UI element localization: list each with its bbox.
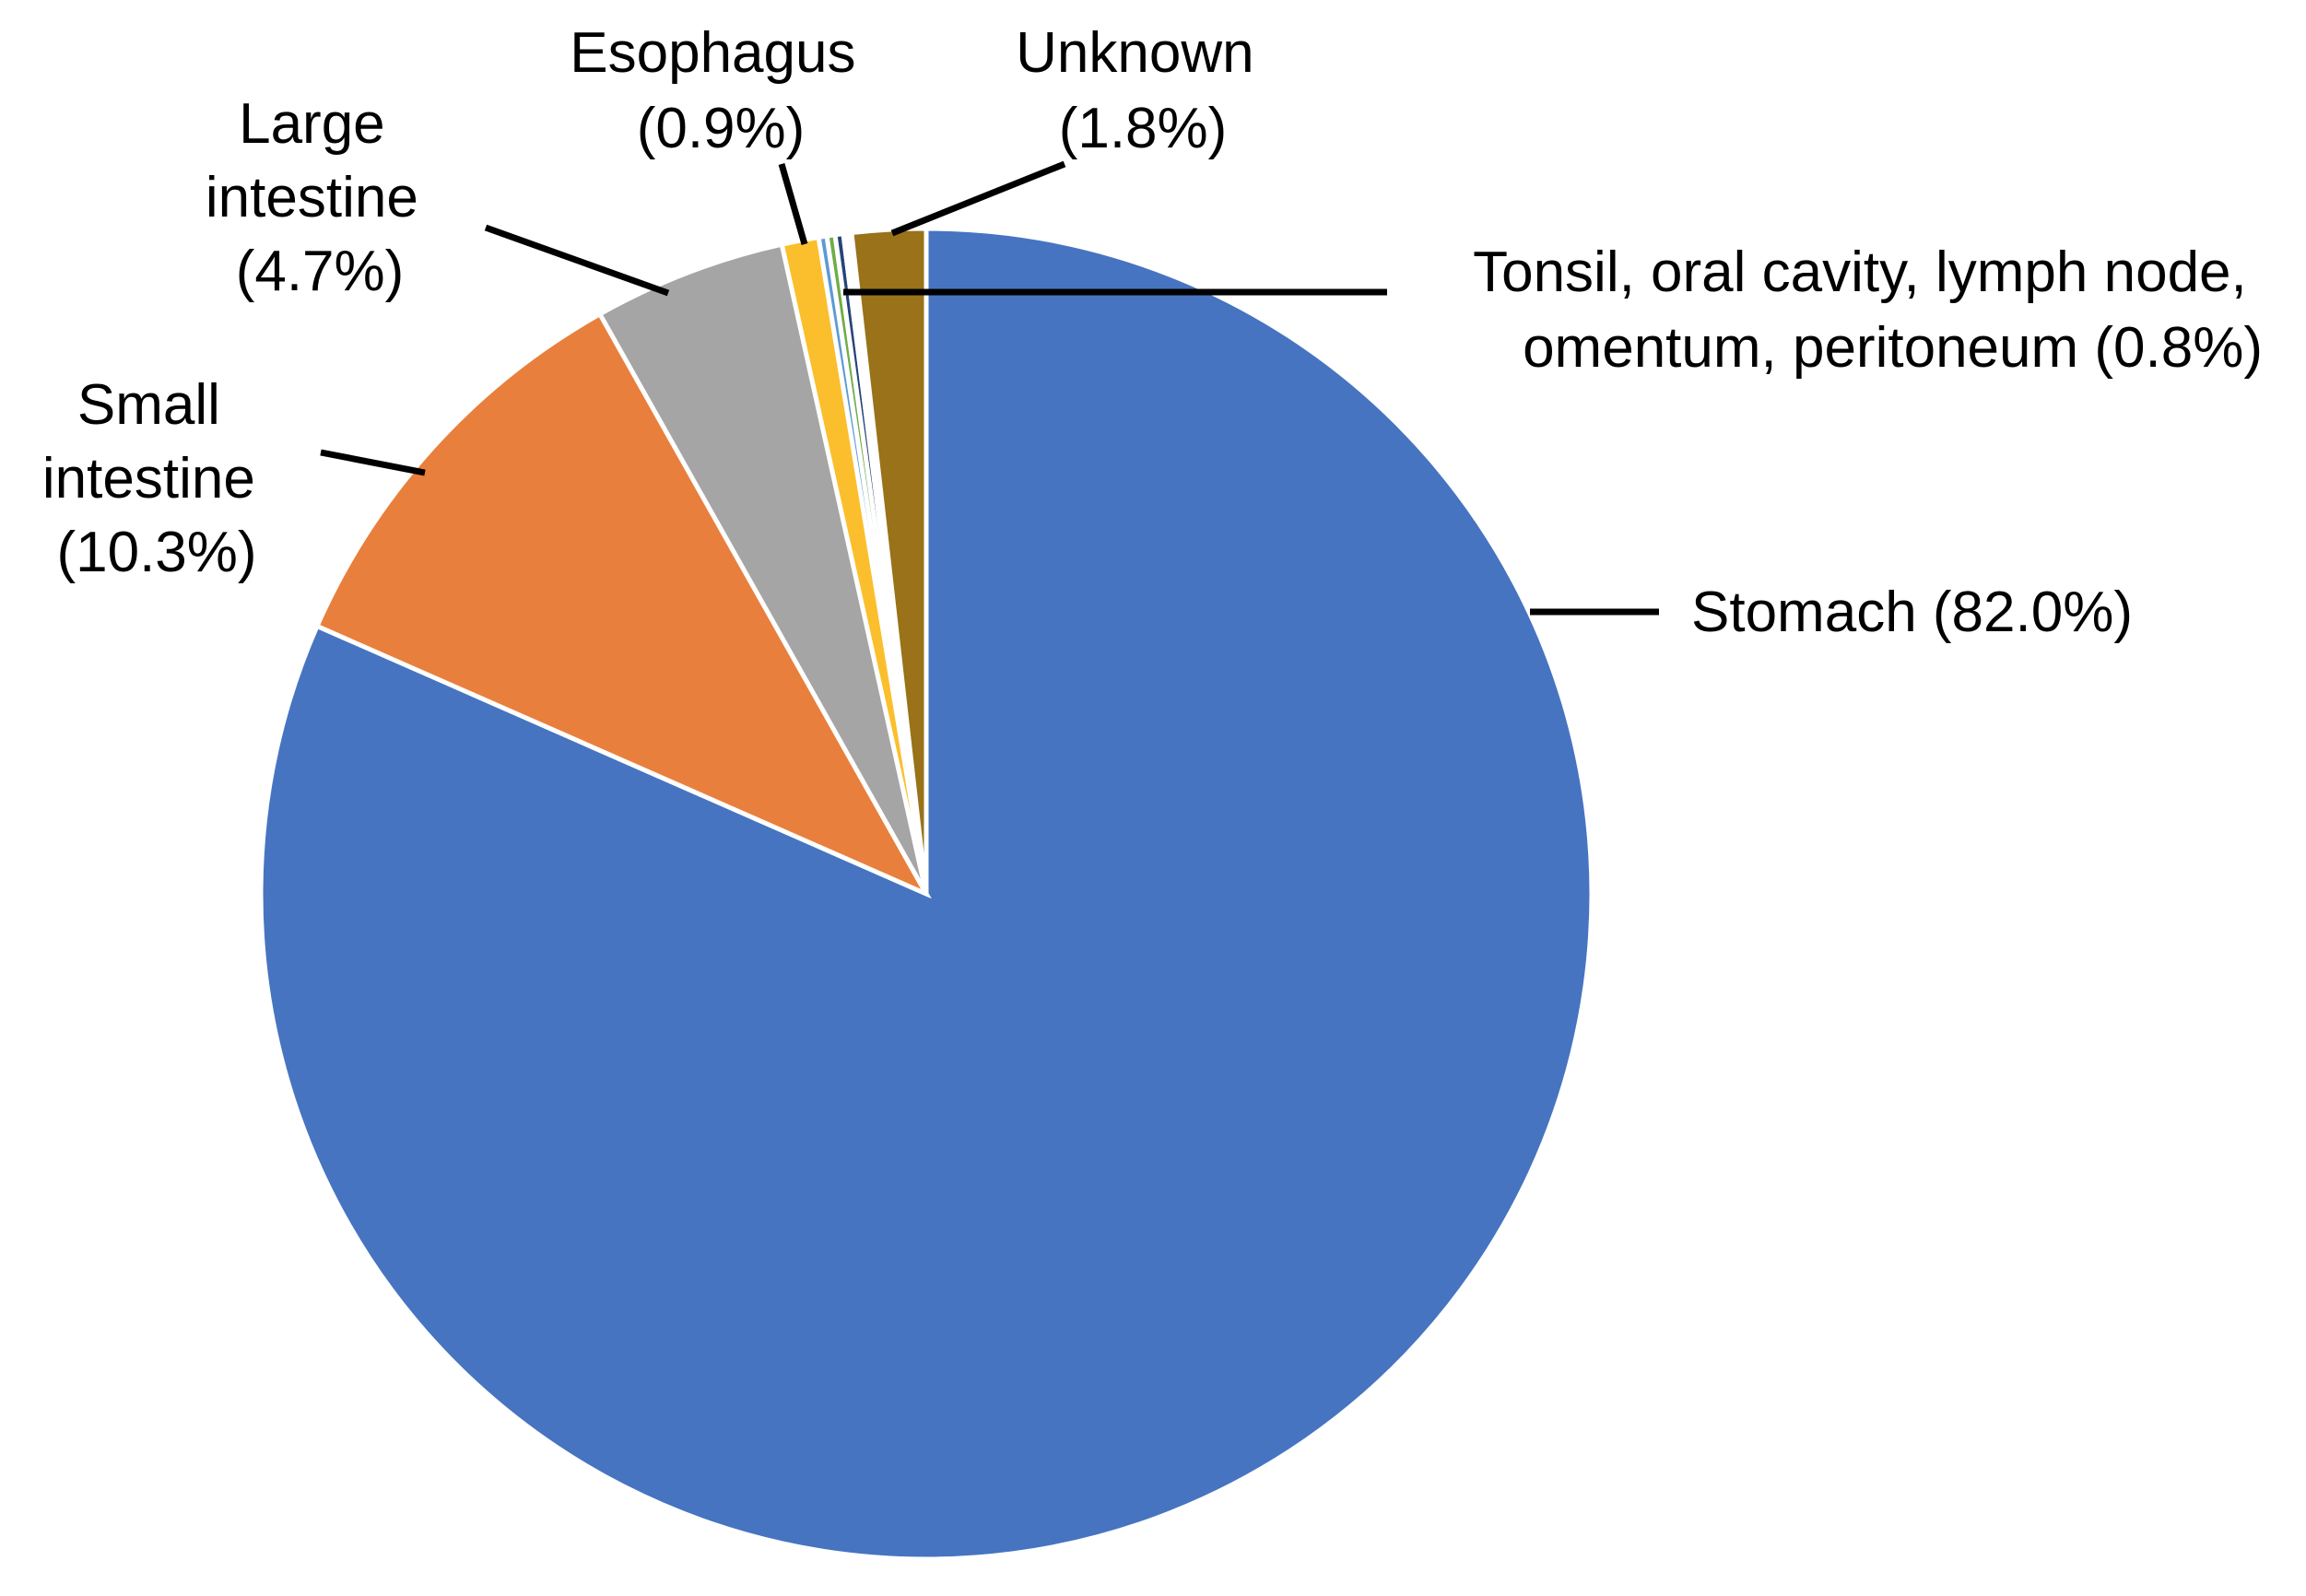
slice-label-line: omentum, peritoneum (0.8%) [1523, 316, 2263, 380]
slice-label-line: (0.9%) [637, 97, 806, 160]
slice-label-line: Unknown [1016, 21, 1253, 85]
pie-slices [258, 226, 1594, 1562]
slice-label-stomach: Stomach (82.0%) [1691, 581, 2133, 644]
slice-label-line: intestine [206, 166, 418, 229]
slice-label-line: Stomach (82.0%) [1691, 581, 2133, 644]
slice-label-tonsil-group: Tonsil, oral cavity, lymph node, omentum… [1473, 241, 2263, 380]
slice-label-large-intestine: Large intestine (4.7%) [206, 92, 434, 303]
leader-lines [320, 160, 1659, 616]
slice-label-small-intestine: Small intestine (10.3%) [42, 373, 271, 584]
slice-label-line: intestine [42, 447, 255, 510]
slice-label-line: (10.3%) [56, 521, 256, 584]
slice-labels: Stomach (82.0%) Small intestine (10.3%) … [42, 21, 2263, 644]
slice-label-unknown: Unknown (1.8%) [1016, 21, 1270, 160]
pie-slice-small-intestine [313, 311, 932, 899]
slice-label-line: (4.7%) [236, 240, 405, 303]
leader-line-esophagus [778, 163, 808, 245]
slice-label-line: (1.8%) [1059, 97, 1228, 160]
slice-label-line: Esophagus [570, 21, 855, 85]
leader-line-unknown [890, 160, 1066, 237]
pie-slice-large-intestine [596, 241, 929, 896]
leader-line-small-intestine [320, 449, 426, 476]
leader-line-large-intestine [484, 224, 670, 297]
slice-label-line: Tonsil, oral cavity, lymph node, [1473, 241, 2247, 304]
slice-label-esophagus: Esophagus (0.9%) [570, 21, 871, 160]
slice-label-line: Large [239, 92, 385, 156]
slice-label-line: Small [77, 373, 220, 437]
pie-slice-unknown [849, 226, 929, 895]
